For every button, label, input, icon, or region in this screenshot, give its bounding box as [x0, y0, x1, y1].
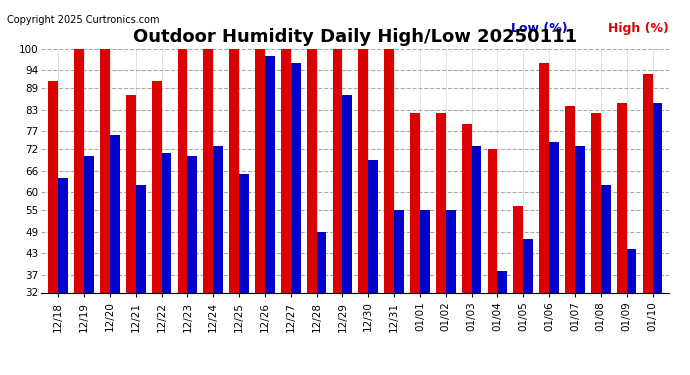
Bar: [436, 113, 446, 375]
Bar: [152, 81, 161, 375]
Bar: [642, 74, 653, 375]
Bar: [540, 63, 549, 375]
Bar: [410, 113, 420, 375]
Bar: [333, 49, 342, 375]
Bar: [462, 124, 472, 375]
Bar: [281, 49, 290, 375]
Bar: [188, 156, 197, 375]
Bar: [358, 49, 368, 375]
Bar: [48, 81, 58, 375]
Text: Low (%): Low (%): [511, 22, 568, 35]
Bar: [84, 156, 94, 375]
Bar: [368, 160, 378, 375]
Bar: [523, 239, 533, 375]
Bar: [110, 135, 119, 375]
Bar: [575, 146, 585, 375]
Bar: [100, 49, 110, 375]
Bar: [58, 178, 68, 375]
Text: High (%): High (%): [609, 22, 669, 35]
Bar: [126, 95, 136, 375]
Bar: [342, 95, 353, 375]
Bar: [317, 232, 326, 375]
Bar: [239, 174, 249, 375]
Bar: [591, 113, 601, 375]
Bar: [75, 49, 84, 375]
Bar: [384, 49, 394, 375]
Bar: [565, 106, 575, 375]
Bar: [177, 49, 188, 375]
Bar: [307, 49, 317, 375]
Bar: [161, 153, 171, 375]
Bar: [229, 49, 239, 375]
Bar: [265, 56, 275, 375]
Bar: [394, 210, 404, 375]
Bar: [213, 146, 223, 375]
Bar: [255, 49, 265, 375]
Bar: [290, 63, 301, 375]
Bar: [204, 49, 213, 375]
Bar: [446, 210, 455, 375]
Title: Outdoor Humidity Daily High/Low 20250111: Outdoor Humidity Daily High/Low 20250111: [133, 28, 578, 46]
Bar: [513, 207, 523, 375]
Bar: [627, 249, 636, 375]
Bar: [472, 146, 482, 375]
Bar: [653, 102, 662, 375]
Bar: [420, 210, 430, 375]
Bar: [488, 149, 497, 375]
Bar: [617, 102, 627, 375]
Bar: [601, 185, 611, 375]
Text: Copyright 2025 Curtronics.com: Copyright 2025 Curtronics.com: [7, 15, 159, 25]
Bar: [549, 142, 559, 375]
Bar: [136, 185, 146, 375]
Bar: [497, 271, 507, 375]
